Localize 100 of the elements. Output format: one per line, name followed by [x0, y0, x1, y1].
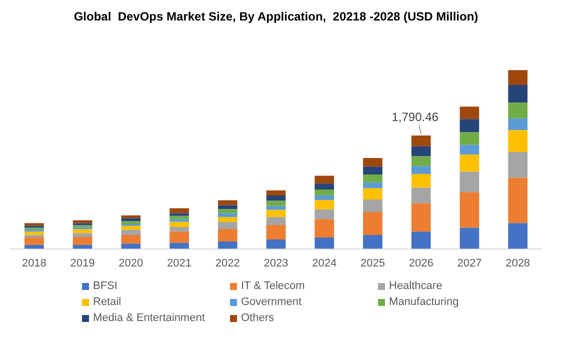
bar	[314, 219, 334, 238]
x-tick-label: 2024	[312, 257, 337, 270]
legend-label: Retail	[93, 296, 122, 308]
bar	[460, 154, 480, 172]
bar	[411, 188, 431, 204]
x-tick-label: 2023	[264, 257, 288, 270]
bar	[266, 240, 286, 249]
bar	[170, 213, 189, 216]
bar	[363, 212, 382, 236]
bar	[266, 190, 286, 196]
bar	[411, 146, 431, 156]
x-tick-label: 2020	[118, 257, 144, 270]
x-tick-label: 2021	[167, 257, 192, 270]
annotation: 1,790.46	[392, 110, 439, 124]
bar	[508, 178, 528, 224]
bar	[266, 217, 286, 226]
bar	[460, 132, 480, 145]
bar	[508, 118, 528, 130]
bar	[363, 182, 382, 188]
x-tick-label: 2028	[506, 257, 530, 270]
bar	[411, 232, 431, 249]
bar	[314, 209, 334, 220]
legend-label: Manufacturing	[389, 296, 459, 308]
legend-label: Government	[241, 296, 302, 308]
bar	[411, 166, 431, 174]
bar	[170, 242, 189, 249]
bar	[314, 189, 334, 196]
bar	[170, 216, 189, 220]
bar	[218, 217, 238, 222]
bar	[314, 176, 334, 184]
bar	[266, 225, 286, 240]
bar	[411, 156, 431, 166]
bar	[170, 222, 189, 228]
bar	[508, 130, 528, 152]
bar	[508, 70, 528, 85]
x-tick-label: 2022	[215, 257, 240, 270]
bar	[460, 106, 480, 120]
bar	[121, 218, 141, 222]
bar	[314, 238, 334, 249]
bar	[72, 233, 92, 238]
bar	[218, 213, 238, 217]
bar	[121, 230, 141, 236]
bar	[72, 237, 92, 245]
bar	[363, 174, 382, 182]
bar	[170, 227, 189, 232]
bar	[218, 200, 238, 206]
bar	[24, 244, 44, 249]
bar	[121, 221, 141, 224]
bar	[314, 200, 334, 210]
bar	[170, 232, 189, 243]
bar	[170, 219, 189, 222]
bar	[411, 174, 431, 188]
bar	[121, 244, 141, 249]
x-tick-label: 2026	[408, 257, 434, 270]
bar	[266, 200, 286, 206]
bar	[218, 228, 238, 242]
legend-label: BFSI	[93, 280, 118, 292]
bar	[460, 192, 480, 228]
chart-title: Global DevOps Market Size, By Application, 20218 -2028 (USD Million)	[74, 10, 478, 24]
bar	[121, 235, 141, 244]
bar	[411, 203, 431, 232]
bar	[266, 196, 286, 201]
bar	[266, 206, 286, 210]
bar	[508, 102, 528, 118]
bar	[460, 144, 480, 155]
bar	[411, 136, 431, 146]
bar	[363, 158, 382, 167]
bar	[460, 228, 480, 249]
bar	[314, 195, 334, 200]
bar	[218, 205, 238, 210]
bar	[266, 210, 286, 218]
bar	[218, 222, 238, 229]
bar	[508, 223, 528, 249]
x-tick-label: 2025	[360, 257, 385, 270]
bar	[363, 199, 382, 212]
bar	[218, 209, 238, 214]
bar	[218, 241, 238, 249]
bar	[24, 238, 44, 245]
x-tick-label: 2018	[22, 257, 46, 270]
legend-label: Media & Entertainment	[93, 312, 205, 324]
bar	[363, 188, 382, 200]
bar	[314, 184, 334, 190]
bar	[508, 84, 528, 103]
bar	[170, 208, 189, 214]
bar	[508, 152, 528, 178]
legend-label: IT & Telecom	[241, 280, 305, 292]
legend-label: Healthcare	[389, 280, 442, 292]
bar	[460, 119, 480, 132]
x-tick-label: 2027	[457, 257, 482, 270]
bar	[121, 215, 141, 218]
bar	[24, 234, 44, 238]
bar	[363, 235, 382, 249]
legend-label: Others	[241, 312, 274, 324]
bar	[24, 223, 44, 226]
bar	[24, 232, 44, 235]
bar	[460, 172, 480, 192]
bar	[121, 226, 141, 230]
x-tick-label: 2019	[70, 257, 95, 270]
bar	[72, 229, 92, 234]
bar	[363, 166, 382, 174]
